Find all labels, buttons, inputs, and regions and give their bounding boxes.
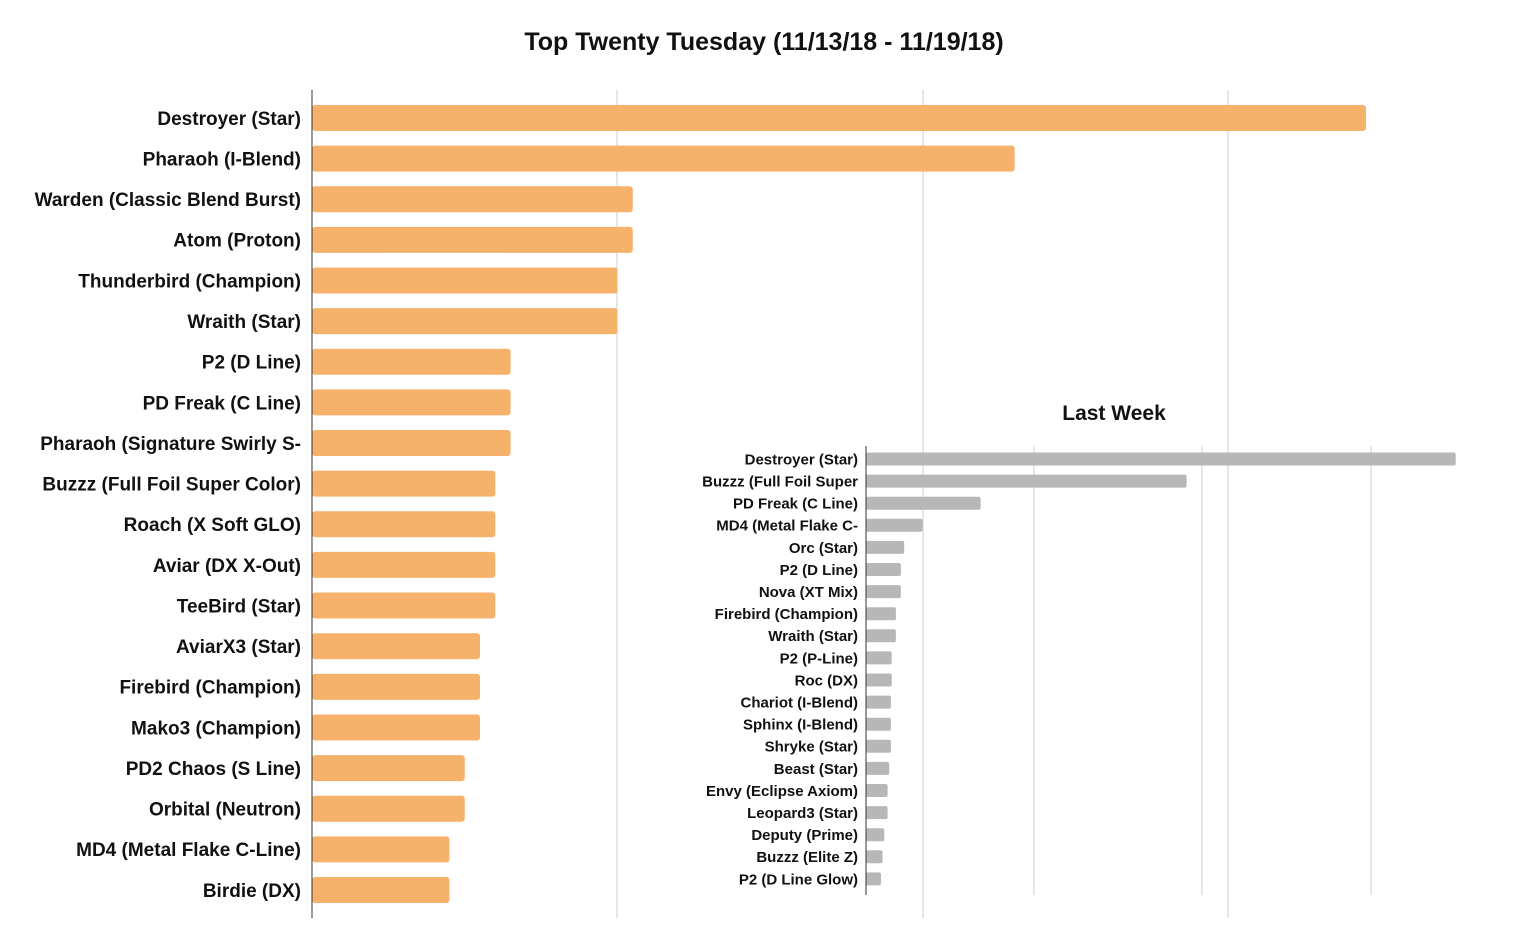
inset-category-label: Chariot (I-Blend) (741, 695, 859, 712)
main-category-label: MD4 (Metal Flake C-Line) (76, 840, 301, 861)
inset-bar (866, 828, 885, 842)
main-category-label: P2 (D Line) (202, 353, 301, 374)
main-bar (312, 430, 511, 457)
inset-category-label: Buzzz (Elite Z) (756, 849, 858, 866)
main-category-label: PD2 Chaos (S Line) (126, 759, 301, 780)
inset-category-label: P2 (D Line) (780, 562, 858, 579)
inset-bar (866, 739, 891, 753)
inset-bar (866, 452, 1456, 466)
inset-category-label: P2 (D Line Glow) (739, 871, 858, 888)
main-bar (312, 755, 465, 782)
main-category-label: Wraith (Star) (187, 312, 301, 333)
inset-category-label: Nova (XT Mix) (759, 584, 858, 601)
inset-bar (866, 717, 891, 731)
main-bar (312, 226, 633, 253)
main-bar (312, 836, 450, 863)
inset-bar (866, 518, 923, 532)
main-category-label: Pharaoh (Signature Swirly S- (40, 434, 301, 455)
inset-category-label: Wraith (Star) (768, 628, 858, 645)
main-category-label: Birdie (DX) (203, 881, 301, 902)
main-category-label: TeeBird (Star) (177, 596, 301, 617)
inset-category-label: Orc (Star) (789, 540, 858, 557)
inset-bar (866, 761, 890, 775)
inset-category-label: Leopard3 (Star) (747, 805, 858, 822)
main-bar (312, 105, 1366, 131)
main-chart-title: Top Twenty Tuesday (11/13/18 - 11/19/18) (524, 28, 1003, 56)
main-category-label: Aviar (DX X-Out) (153, 556, 301, 577)
main-category-label: Orbital (Neutron) (149, 800, 301, 821)
main-bar (312, 592, 496, 619)
inset-bar (866, 540, 905, 554)
inset-bar (866, 629, 896, 643)
main-bar (312, 389, 511, 416)
main-bar (312, 876, 450, 903)
inset-bar (866, 784, 888, 797)
inset-bar (866, 607, 896, 621)
inset-category-label: Deputy (Prime) (751, 827, 858, 844)
inset-bar (866, 695, 891, 709)
main-category-label: Pharaoh (I-Blend) (143, 149, 301, 170)
main-bar (312, 714, 481, 741)
inset-bar (866, 563, 901, 576)
main-bar (312, 633, 481, 660)
main-category-label: Thunderbird (Champion) (78, 271, 301, 292)
main-bar (312, 511, 496, 538)
main-category-label: Destroyer (Star) (157, 109, 301, 130)
inset-category-label: MD4 (Metal Flake C- (716, 518, 858, 535)
inset-category-label: Roc (DX) (795, 672, 858, 689)
inset-category-label: Envy (Eclipse Axiom) (706, 783, 858, 800)
main-bar (312, 673, 481, 700)
main-bar (312, 267, 618, 294)
inset-bar (866, 872, 881, 886)
inset-category-label: Firebird (Champion) (715, 606, 858, 623)
inset-category-label: Shryke (Star) (765, 739, 858, 756)
main-chart: Top Twenty Tuesday (11/13/18 - 11/19/18)… (35, 28, 1366, 918)
inset-bar (866, 585, 901, 599)
main-bar (312, 551, 496, 578)
inset-bar (866, 806, 888, 820)
inset-category-label: PD Freak (C Line) (733, 496, 858, 513)
inset-chart: Last Week Destroyer (Star) Buzzz (Full Foi… (702, 402, 1456, 895)
inset-category-label: P2 (P-Line) (780, 650, 858, 667)
main-category-label: Warden (Classic Blend Burst) (35, 190, 301, 211)
inset-bar (866, 673, 892, 687)
main-category-label: Roach (X Soft GLO) (124, 515, 301, 536)
main-category-label: Firebird (Champion) (119, 678, 301, 699)
inset-category-label: Buzzz (Full Foil Super (702, 474, 858, 491)
main-category-label: AviarX3 (Star) (176, 637, 301, 658)
inset-category-label: Sphinx (I-Blend) (743, 717, 858, 734)
main-bar (312, 348, 511, 375)
inset-category-label: Destroyer (Star) (745, 451, 858, 468)
main-category-label: Mako3 (Champion) (131, 718, 301, 739)
main-bar (312, 308, 618, 335)
main-category-label: Buzzz (Full Foil Super Color) (42, 475, 301, 496)
main-bar (312, 186, 633, 213)
inset-bar (866, 496, 981, 510)
main-bar (312, 795, 465, 822)
inset-bar (866, 850, 883, 864)
inset-bar (866, 474, 1187, 488)
main-category-label: PD Freak (C Line) (143, 393, 301, 414)
main-category-label: Atom (Proton) (173, 231, 301, 252)
inset-chart-title: Last Week (1062, 402, 1166, 425)
main-bar (312, 470, 496, 497)
inset-bar (866, 651, 892, 665)
inset-category-label: Beast (Star) (774, 761, 858, 778)
main-bar (312, 145, 1015, 172)
